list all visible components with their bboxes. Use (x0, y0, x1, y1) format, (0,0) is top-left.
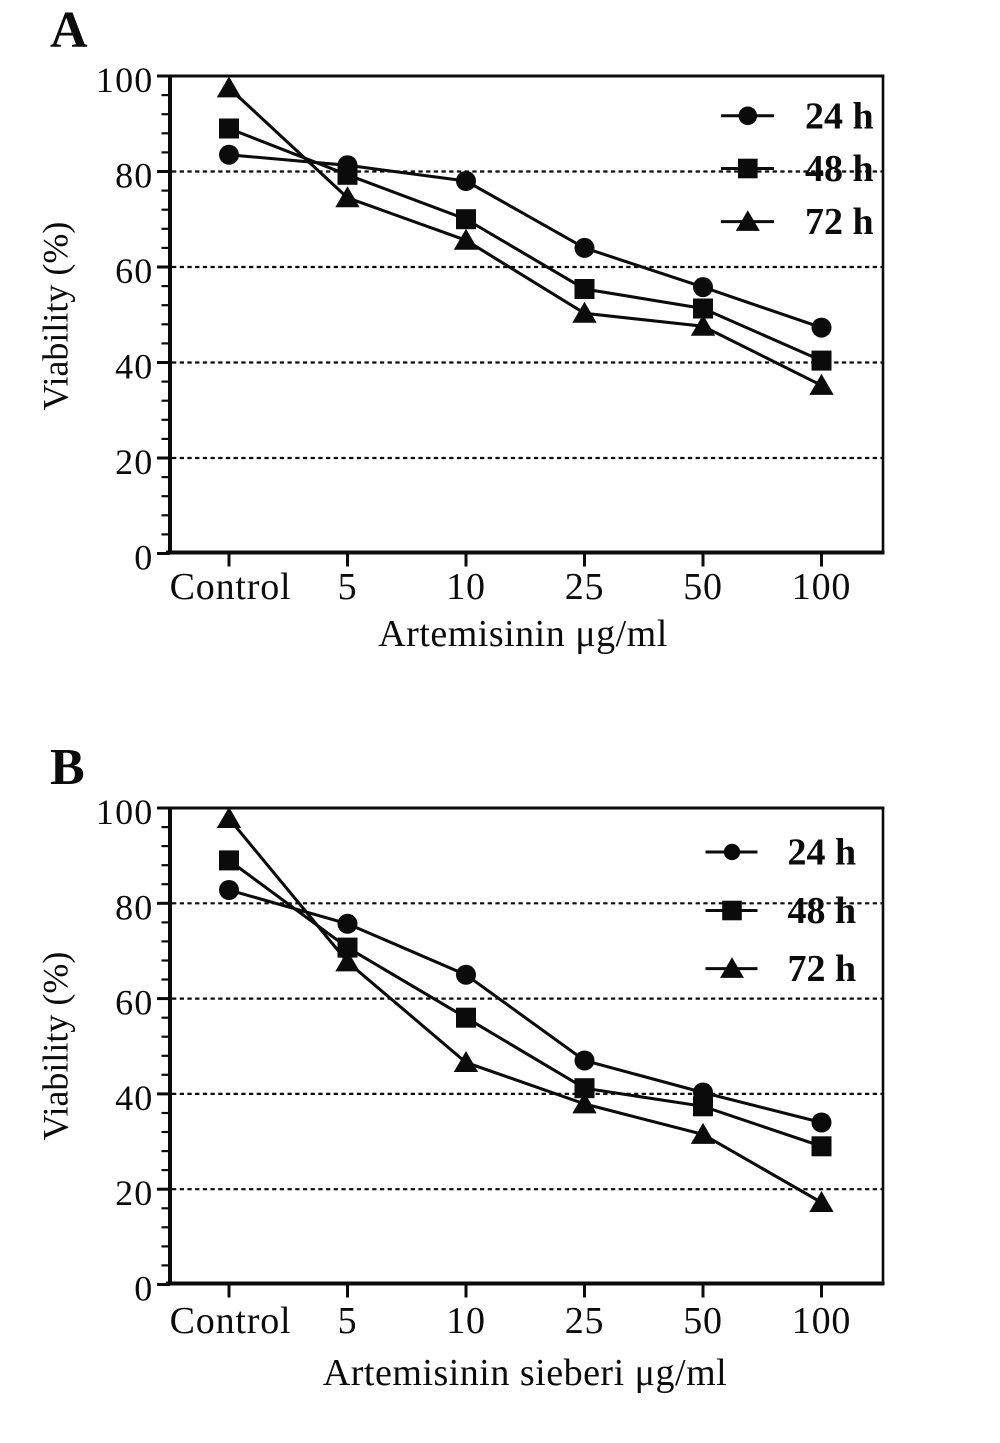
svg-text:Viability (%): Viability (%) (36, 222, 76, 411)
svg-text:50: 50 (683, 566, 723, 608)
svg-text:40: 40 (115, 347, 153, 387)
svg-text:80: 80 (115, 887, 153, 927)
svg-text:0: 0 (134, 1269, 153, 1309)
svg-text:20: 20 (115, 1173, 153, 1213)
svg-text:5: 5 (338, 1300, 358, 1342)
svg-text:Control: Control (170, 1300, 292, 1342)
svg-text:10: 10 (446, 566, 486, 608)
svg-text:Artemisinin μg/ml: Artemisinin μg/ml (378, 613, 668, 655)
svg-text:48 h: 48 h (805, 148, 874, 190)
svg-text:25: 25 (565, 1300, 605, 1342)
svg-text:20: 20 (115, 442, 153, 482)
svg-text:60: 60 (115, 983, 153, 1023)
svg-text:80: 80 (115, 156, 153, 196)
svg-text:B: B (50, 739, 85, 796)
svg-text:Artemisinin sieberi μg/ml: Artemisinin sieberi μg/ml (323, 1352, 727, 1394)
svg-text:100: 100 (792, 1300, 851, 1342)
svg-text:24 h: 24 h (805, 95, 874, 137)
svg-text:Control: Control (170, 566, 292, 608)
svg-text:25: 25 (565, 566, 605, 608)
svg-text:100: 100 (96, 60, 154, 100)
svg-text:40: 40 (115, 1078, 153, 1118)
svg-text:A: A (50, 2, 88, 59)
svg-text:100: 100 (96, 792, 154, 832)
svg-text:5: 5 (338, 566, 358, 608)
svg-text:0: 0 (134, 538, 153, 578)
svg-text:50: 50 (683, 1300, 723, 1342)
svg-text:10: 10 (446, 1300, 486, 1342)
svg-text:24 h: 24 h (788, 832, 857, 874)
svg-text:60: 60 (115, 251, 153, 291)
svg-text:Viability (%): Viability (%) (36, 952, 76, 1141)
svg-text:72 h: 72 h (805, 201, 874, 243)
svg-text:48 h: 48 h (788, 890, 857, 932)
svg-text:100: 100 (792, 566, 851, 608)
svg-text:72 h: 72 h (788, 948, 857, 990)
